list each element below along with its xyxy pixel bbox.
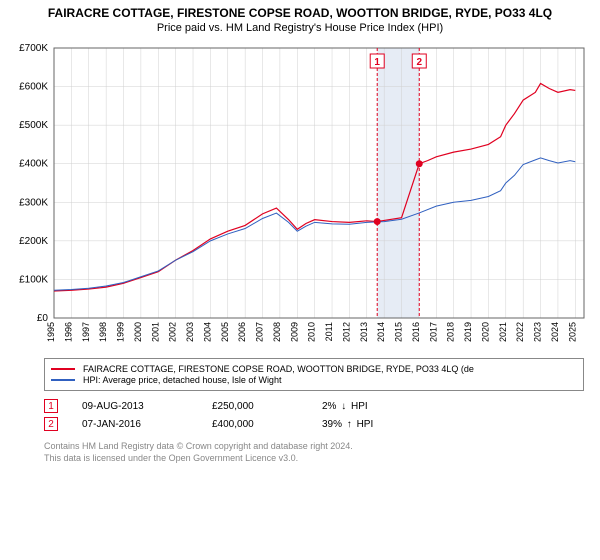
page-subtitle: Price paid vs. HM Land Registry's House … bbox=[10, 22, 590, 34]
legend-label: HPI: Average price, detached house, Isle… bbox=[83, 375, 281, 385]
svg-text:2009: 2009 bbox=[289, 322, 299, 342]
svg-text:2019: 2019 bbox=[463, 322, 473, 342]
sale-row: 1 09-AUG-2013£250,0002% ↓ HPI bbox=[44, 399, 590, 413]
svg-text:£300K: £300K bbox=[19, 197, 48, 208]
legend: FAIRACRE COTTAGE, FIRESTONE COPSE ROAD, … bbox=[44, 358, 584, 391]
sale-price: £250,000 bbox=[212, 401, 322, 412]
sale-price: £400,000 bbox=[212, 419, 322, 430]
svg-text:1998: 1998 bbox=[98, 322, 108, 342]
footer: Contains HM Land Registry data © Crown c… bbox=[44, 441, 590, 464]
sale-date: 07-JAN-2016 bbox=[82, 419, 212, 430]
svg-text:2017: 2017 bbox=[428, 322, 438, 342]
svg-text:2005: 2005 bbox=[220, 322, 230, 342]
svg-text:2024: 2024 bbox=[550, 322, 560, 342]
svg-text:2022: 2022 bbox=[515, 322, 525, 342]
svg-text:1995: 1995 bbox=[46, 322, 56, 342]
svg-text:2021: 2021 bbox=[498, 322, 508, 342]
svg-text:£200K: £200K bbox=[19, 236, 48, 247]
sale-row: 2 07-JAN-2016£400,00039% ↑ HPI bbox=[44, 417, 590, 431]
svg-text:2012: 2012 bbox=[341, 322, 351, 342]
svg-text:2011: 2011 bbox=[324, 322, 334, 341]
sale-diff: 2% ↓ HPI bbox=[322, 401, 412, 412]
footer-line2: This data is licensed under the Open Gov… bbox=[44, 453, 590, 465]
svg-text:2010: 2010 bbox=[307, 322, 317, 342]
sale-number-box: 1 bbox=[44, 399, 58, 413]
footer-line1: Contains HM Land Registry data © Crown c… bbox=[44, 441, 590, 453]
svg-text:2018: 2018 bbox=[446, 322, 456, 342]
svg-text:2023: 2023 bbox=[533, 322, 543, 342]
page-title: FAIRACRE COTTAGE, FIRESTONE COPSE ROAD, … bbox=[10, 6, 590, 20]
svg-text:£400K: £400K bbox=[19, 159, 48, 170]
svg-text:2014: 2014 bbox=[376, 322, 386, 342]
svg-text:2013: 2013 bbox=[359, 322, 369, 342]
svg-text:1999: 1999 bbox=[116, 322, 126, 342]
sales-table: 1 09-AUG-2013£250,0002% ↓ HPI 2 07-JAN-2016… bbox=[44, 399, 590, 431]
sale-number-box: 2 bbox=[44, 417, 58, 431]
svg-text:£600K: £600K bbox=[19, 82, 48, 93]
svg-text:£100K: £100K bbox=[19, 274, 48, 285]
legend-label: FAIRACRE COTTAGE, FIRESTONE COPSE ROAD, … bbox=[83, 364, 474, 374]
svg-text:2001: 2001 bbox=[150, 322, 160, 342]
svg-text:1997: 1997 bbox=[81, 322, 91, 342]
sale-date: 09-AUG-2013 bbox=[82, 401, 212, 412]
svg-text:2007: 2007 bbox=[255, 322, 265, 342]
svg-text:2020: 2020 bbox=[480, 322, 490, 342]
sale-diff: 39% ↑ HPI bbox=[322, 419, 412, 430]
price-chart: £0£100K£200K£300K£400K£500K£600K£700K199… bbox=[10, 42, 590, 352]
arrow-icon: ↓ bbox=[341, 401, 346, 412]
legend-row: FAIRACRE COTTAGE, FIRESTONE COPSE ROAD, … bbox=[51, 364, 577, 374]
svg-text:£700K: £700K bbox=[19, 43, 48, 54]
svg-text:2003: 2003 bbox=[185, 322, 195, 342]
svg-text:2000: 2000 bbox=[133, 322, 143, 342]
legend-swatch bbox=[51, 368, 75, 370]
svg-text:2004: 2004 bbox=[202, 322, 212, 342]
svg-text:2016: 2016 bbox=[411, 322, 421, 342]
legend-swatch bbox=[51, 379, 75, 381]
svg-text:1: 1 bbox=[374, 57, 380, 68]
svg-text:2008: 2008 bbox=[272, 322, 282, 342]
svg-text:2: 2 bbox=[416, 57, 422, 68]
svg-text:2002: 2002 bbox=[168, 322, 178, 342]
svg-text:2025: 2025 bbox=[567, 322, 577, 342]
svg-text:2006: 2006 bbox=[237, 322, 247, 342]
arrow-icon: ↑ bbox=[347, 419, 352, 430]
svg-text:1996: 1996 bbox=[63, 322, 73, 342]
svg-text:2015: 2015 bbox=[394, 322, 404, 342]
legend-row: HPI: Average price, detached house, Isle… bbox=[51, 375, 577, 385]
svg-text:£500K: £500K bbox=[19, 120, 48, 131]
